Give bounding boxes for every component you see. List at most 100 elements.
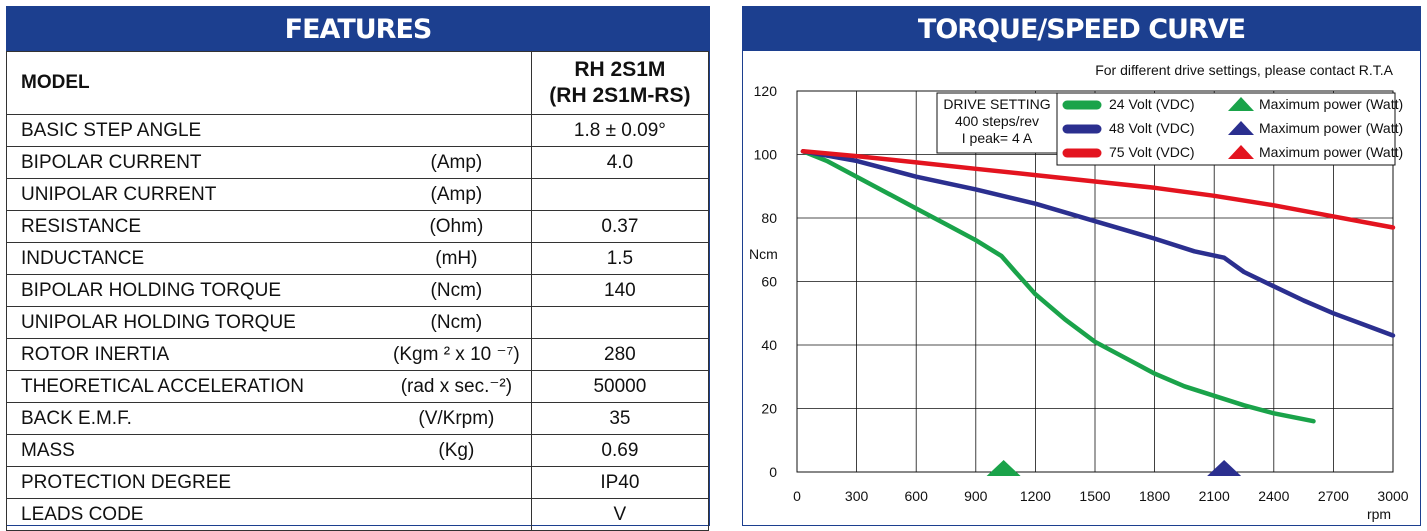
feature-unit [381,114,532,147]
x-tick-label: 1200 [1020,488,1051,504]
feature-unit: (mH) [381,242,532,275]
x-tick-label: 300 [845,488,869,504]
torque-title: TORQUE/SPEED CURVE [743,7,1420,51]
feature-name: THEORETICAL ACCELERATION [5,370,382,403]
drive-setting-box [936,92,1058,154]
model-value: RH 2S1M (RH 2S1M-RS) [530,51,710,115]
legend-marker [1228,145,1254,159]
feature-value: 50000 [530,370,710,403]
feature-value: 1.5 [530,242,710,275]
feature-name: BACK E.M.F. [5,402,382,435]
y-tick-label: 0 [769,464,777,480]
features-table: MODEL RH 2S1M (RH 2S1M-RS) BASIC STEP AN… [5,51,710,531]
feature-row: THEORETICAL ACCELERATION (rad x sec.⁻²) 50… [5,370,710,403]
feature-value [530,178,710,211]
feature-name: BIPOLAR CURRENT [5,146,382,179]
legend-max-power-label: Maximum power (Watt) [1259,120,1403,136]
feature-row: UNIPOLAR CURRENT (Amp) [5,178,710,211]
max-power-marker [986,460,1021,476]
feature-value: 1.8 ± 0.09° [530,114,710,147]
feature-value: 35 [530,402,710,435]
x-tick-label: 2700 [1318,488,1349,504]
feature-unit: (V/Krpm) [381,402,532,435]
feature-row: BIPOLAR CURRENT (Amp) 4.0 [5,146,710,179]
features-panel: FEATURES MODEL RH 2S1M (RH 2S1M-RS) BASI… [5,6,710,531]
feature-row: BIPOLAR HOLDING TORQUE (Ncm) 140 [5,274,710,307]
feature-name: LEADS CODE [5,498,382,531]
feature-name: ROTOR INERTIA [5,338,382,371]
series-line [800,149,1396,230]
feature-unit [381,466,532,499]
max-power-marker [1207,460,1242,476]
feature-unit: (Ncm) [381,306,532,339]
y-axis-label: Ncm [749,246,778,262]
legend-series-name: 48 Volt (VDC) [1109,120,1195,136]
feature-name: RESISTANCE [5,210,382,243]
x-axis-label: rpm [1367,506,1391,522]
feature-unit: (Amp) [381,146,532,179]
feature-value [530,306,710,339]
feature-value: 140 [530,274,710,307]
feature-name: INDUCTANCE [5,242,382,275]
model-row: MODEL RH 2S1M (RH 2S1M-RS) [6,51,710,115]
model-label: MODEL [6,51,532,115]
feature-name: UNIPOLAR CURRENT [5,178,382,211]
x-tick-label: 1800 [1139,488,1170,504]
x-tick-label: 3000 [1377,488,1408,504]
feature-row: ROTOR INERTIA (Kgm ² x 10 ⁻⁷) 280 [5,338,710,371]
feature-value: 0.69 [530,434,710,467]
y-tick-label: 40 [761,337,777,353]
feature-row: MASS (Kg) 0.69 [5,434,710,467]
x-tick-label: 1500 [1079,488,1110,504]
x-tick-label: 2400 [1258,488,1289,504]
feature-value: 0.37 [530,210,710,243]
feature-unit: (Amp) [381,178,532,211]
y-tick-label: 120 [754,83,778,99]
feature-name: BASIC STEP ANGLE [5,114,382,147]
feature-row: LEADS CODE V [5,498,710,531]
legend-max-power-label: Maximum power (Watt) [1259,144,1403,160]
series-line [800,149,1396,338]
feature-value: IP40 [530,466,710,499]
feature-row: PROTECTION DEGREE IP40 [5,466,710,499]
legend-max-power-label: Maximum power (Watt) [1259,96,1403,112]
feature-unit [381,498,532,531]
series-line [800,149,1316,424]
feature-value: 280 [530,338,710,371]
legend-marker [1228,121,1254,135]
model-value-line-1: RH 2S1M [574,58,666,81]
drive-setting-text: I peak= 4 A [962,130,1033,146]
feature-row: RESISTANCE (Ohm) 0.37 [5,210,710,243]
legend-series-name: 75 Volt (VDC) [1109,144,1195,160]
feature-unit: (Ncm) [381,274,532,307]
x-tick-label: 900 [964,488,988,504]
contact-note: For different drive settings, please con… [1095,62,1393,78]
feature-name: PROTECTION DEGREE [5,466,382,499]
feature-unit: (Kg) [381,434,532,467]
feature-unit: (rad x sec.⁻²) [381,370,532,403]
feature-row: UNIPOLAR HOLDING TORQUE (Ncm) [5,306,710,339]
features-title: FEATURES [7,7,709,51]
feature-row: BACK E.M.F. (V/Krpm) 35 [5,402,710,435]
torque-panel: TORQUE/SPEED CURVE 0 300 600 900 1200 1500 180… [742,6,1421,526]
feature-row: INDUCTANCE (mH) 1.5 [5,242,710,275]
feature-value: 4.0 [530,146,710,179]
y-tick-label: 60 [761,274,777,290]
x-tick-label: 2100 [1199,488,1230,504]
feature-unit: (Kgm ² x 10 ⁻⁷) [381,338,532,371]
x-tick-label: 0 [793,488,801,504]
drive-setting-text: 400 steps/rev [955,113,1039,129]
model-value-line-2: (RH 2S1M-RS) [549,84,691,107]
feature-row: BASIC STEP ANGLE 1.8 ± 0.09° [5,114,710,147]
legend-marker [1228,97,1254,111]
x-tick-label: 600 [905,488,929,504]
drive-setting-text: DRIVE SETTING [943,96,1050,112]
feature-name: UNIPOLAR HOLDING TORQUE [5,306,382,339]
y-tick-label: 80 [761,210,777,226]
y-tick-label: 100 [754,147,778,163]
feature-name: BIPOLAR HOLDING TORQUE [5,274,382,307]
torque-speed-chart: 0 300 600 900 1200 1500 1800 2100 2400 2700 3000 0 2… [749,62,1409,522]
feature-name: MASS [5,434,382,467]
feature-value: V [530,498,710,531]
legend-series-name: 24 Volt (VDC) [1109,96,1195,112]
